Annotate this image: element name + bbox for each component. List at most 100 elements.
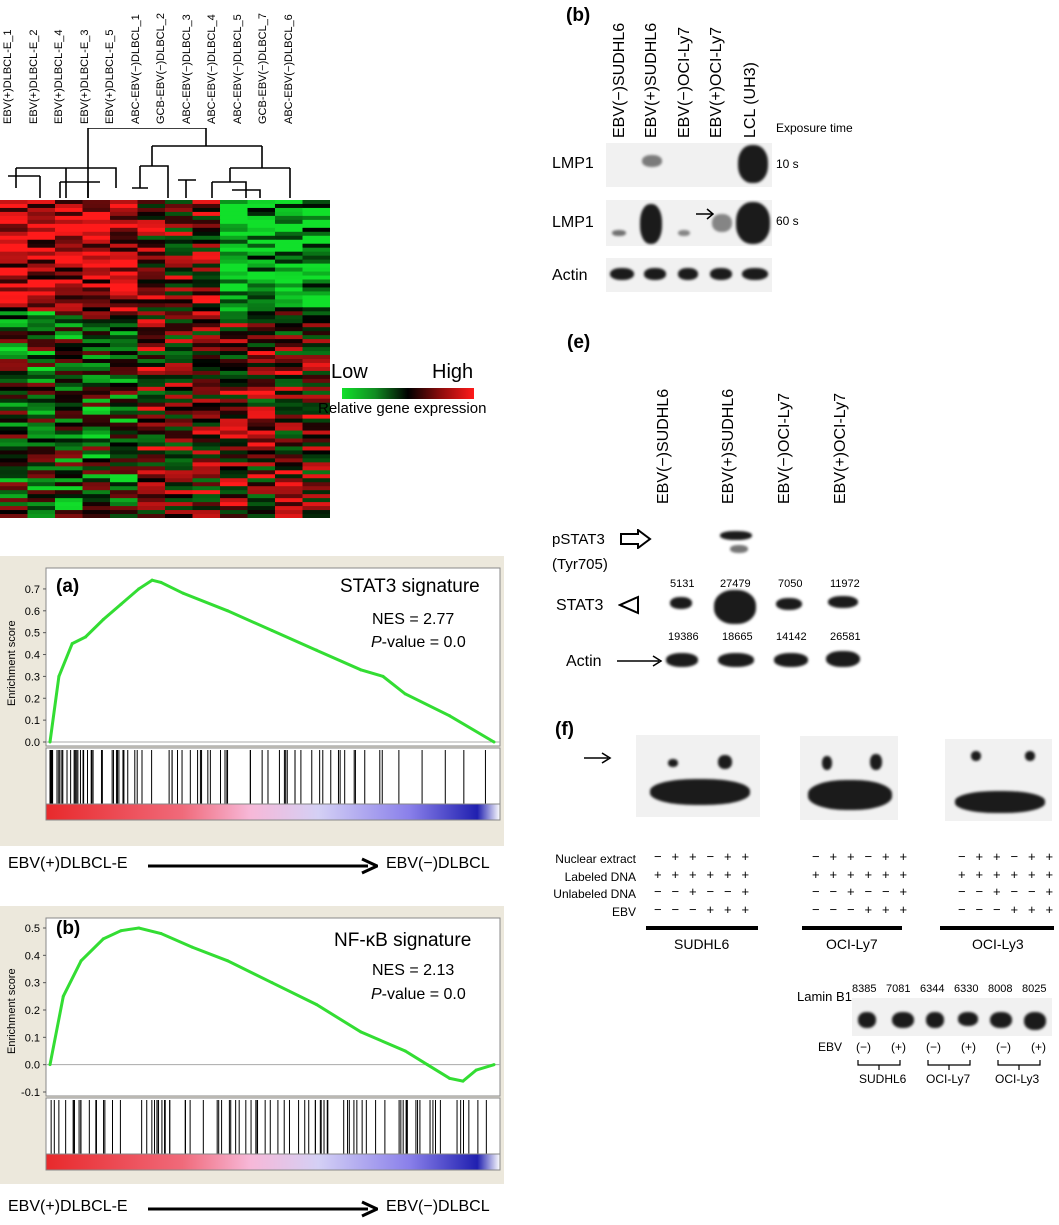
blot-b-lane-2: EBV(+)SUDHL6	[643, 22, 660, 138]
emsa-sign: +	[654, 866, 662, 882]
nes-a: NES = 2.77	[372, 611, 455, 628]
legend-high-label: High	[432, 361, 474, 383]
emsa-sign: −	[975, 901, 984, 917]
signature-title-a: STAT3 signature	[340, 576, 480, 597]
curve-point	[119, 602, 123, 606]
curve-point	[150, 578, 154, 582]
emsa-sign: −	[671, 884, 680, 899]
emsa-sign: −	[689, 901, 697, 917]
curve-point	[314, 648, 318, 652]
emsa-sign: +	[882, 901, 890, 917]
emsa-sign: −	[812, 901, 820, 917]
emsa-gel-sudhl6	[636, 735, 760, 817]
lamin-value: 6344	[920, 983, 945, 995]
emsa-sign: +	[975, 849, 984, 864]
stat3-band-1	[670, 597, 692, 609]
ytick-label: 0.3	[25, 978, 40, 990]
emsa-sign: +	[724, 901, 732, 917]
gsea-b-arrow	[148, 1200, 378, 1218]
emsa-gel-ociLy7	[800, 736, 898, 820]
emsa-sign: +	[671, 849, 680, 864]
curve-point	[137, 926, 141, 930]
heatmap-sample-label: ABC-EBV(−)DLBCL_4	[206, 14, 218, 124]
curve-point	[359, 1030, 363, 1034]
curve-point	[492, 1063, 496, 1067]
ytick-label: 0.3	[25, 671, 40, 683]
curve-point	[190, 945, 194, 949]
heatmap-sample-label: ABC-EBV(−)DLBCL_6	[282, 14, 295, 124]
emsa-sign: +	[1028, 901, 1036, 917]
exposure-header: Exposure time	[776, 121, 853, 135]
group-name-ociLy3: OCI-Ly3	[972, 936, 1024, 952]
group-bar-sudhl6	[646, 926, 758, 930]
emsa-sign: +	[847, 849, 855, 864]
blot-b-lane-5: LCL (UH3)	[742, 62, 759, 138]
heatmap-sample-label: EBV(+)DLBCL-E_3	[78, 29, 91, 124]
lamin-value: 7081	[886, 983, 911, 995]
legend-colorbar	[342, 388, 474, 399]
stat3-label: STAT3	[556, 597, 604, 614]
emsa-sign: +	[671, 866, 680, 882]
curve-point	[474, 1068, 478, 1072]
emsa-sign: +	[724, 849, 732, 864]
panel-label-b: (b)	[56, 918, 81, 939]
lamin-group-ociLy7: OCI-Ly7	[926, 1072, 971, 1086]
curve-point	[226, 609, 230, 613]
emsa-sign: +	[1010, 866, 1019, 882]
lamin-value: 8008	[988, 983, 1013, 995]
emsa-sign: +	[741, 866, 750, 882]
curve-point	[137, 587, 141, 591]
emsa-sign: −	[654, 884, 662, 899]
heatmap-sample-label: GCB-EBV(−)DLBCL_7	[257, 13, 269, 124]
stat3-value-1: 5131	[670, 578, 695, 590]
gsea-plot-a: 0.7 0.6 0.5 0.4 0.3 0.2 0.1 0.0	[0, 556, 504, 846]
stat3-value-4: 11972	[830, 578, 860, 590]
heatmap-sample-label: EBV(+)DLBCL-E_2	[27, 29, 40, 124]
curve-point	[79, 959, 83, 963]
emsa-sign: +	[812, 866, 820, 882]
stat3-band-2	[714, 590, 756, 624]
stat3-value-3: 7050	[778, 578, 803, 590]
ebv-state: (−)	[926, 1040, 941, 1054]
emsa-sign: +	[1045, 849, 1054, 864]
blot-lmp1-10s	[606, 143, 772, 187]
blot-e-lane-1: EBV(−)SUDHL6	[655, 388, 672, 504]
actin-value-4: 26581	[830, 631, 861, 643]
actin-value-2: 18665	[722, 631, 753, 643]
emsa-sign: −	[1010, 849, 1019, 864]
panel-label-a: (a)	[56, 576, 80, 597]
emsa-sign: −	[958, 884, 966, 899]
emsa-sign: −	[654, 849, 662, 864]
emsa-sign: +	[1010, 901, 1019, 917]
gsea-panel-a: 0.7 0.6 0.5 0.4 0.3 0.2 0.1 0.0 (a) STAT3 signa…	[0, 556, 504, 846]
emsa-sign: +	[741, 884, 750, 899]
curve-point	[226, 959, 230, 963]
actin-value-3: 14142	[776, 631, 807, 643]
lamin-group-ociLy3: OCI-Ly3	[995, 1072, 1040, 1086]
heatmap-sample-label: EBV(+)DLBCL-E_5	[104, 29, 116, 124]
curve-point	[270, 981, 274, 985]
curve-point	[314, 1003, 318, 1007]
pstat3-label: pSTAT3	[552, 531, 605, 548]
row-label-labeled-dna: Labeled DNA	[564, 869, 636, 884]
emsa-row-labels: Nuclear extract Labeled DNA Unlabeled DN…	[549, 851, 636, 921]
row-label-ebv: EBV	[611, 904, 636, 919]
emsa-gel-ociLy3	[945, 739, 1052, 821]
ytick-label: 0.1	[25, 1032, 40, 1044]
curve-point	[101, 937, 105, 941]
emsa-sign: −	[958, 901, 966, 917]
curve-point	[461, 1079, 465, 1083]
row-label-unlabeled-dna: Unlabeled DNA	[553, 887, 636, 901]
lamin-blot	[852, 998, 1052, 1036]
emsa-sign: +	[689, 884, 697, 899]
emsa-sign: +	[1045, 884, 1054, 899]
blot-e-lane-2: EBV(+)SUDHL6	[720, 388, 737, 504]
curve-point	[381, 674, 385, 678]
emsa-sign: −	[993, 901, 1001, 917]
emsa-sign: +	[993, 849, 1001, 864]
stat3-value-2: 27479	[720, 578, 751, 590]
emsa-sign: +	[993, 866, 1001, 882]
heatmap-sample-label: ABC-EBV(−)DLBCL_5	[231, 14, 244, 124]
group-bar-ociLy7	[802, 926, 902, 930]
emsa-sign: +	[1045, 901, 1054, 917]
